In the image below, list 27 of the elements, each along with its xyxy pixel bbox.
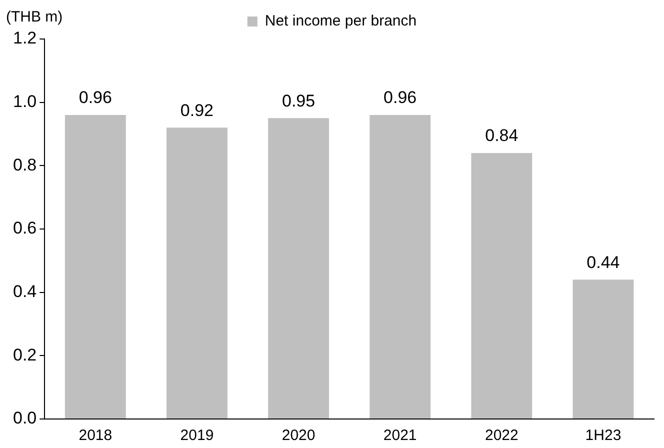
x-tick-label: 2020	[282, 427, 316, 444]
data-label: 0.96	[384, 88, 417, 108]
legend-label: Net income per branch	[264, 12, 417, 30]
data-label: 0.44	[586, 252, 620, 272]
data-label: 0.84	[485, 126, 518, 146]
data-label: 0.95	[282, 91, 316, 110]
x-tick-label: 2022	[484, 427, 518, 444]
y-axis-title: (THB m)	[6, 8, 63, 26]
bar	[166, 128, 228, 418]
x-tick-label: 1H23	[585, 427, 622, 444]
y-tick-label: 1.0	[12, 92, 37, 112]
x-tick-label: 2021	[383, 427, 417, 444]
data-label: 0.96	[78, 88, 112, 108]
y-tick-label: 0.6	[12, 218, 37, 238]
x-tick-label: 2019	[180, 427, 214, 444]
bar	[370, 115, 431, 418]
y-tick-label: 0.8	[12, 155, 37, 174]
y-tick-label: 0.2	[12, 345, 37, 364]
bar	[268, 118, 330, 418]
x-tick-label: 2018	[78, 427, 112, 444]
y-tick-label: 1.2	[12, 28, 37, 48]
data-label: 0.92	[180, 100, 214, 120]
bar	[471, 153, 532, 418]
bar	[572, 280, 634, 418]
bar	[64, 115, 126, 418]
y-tick-label: 0.4	[12, 282, 37, 302]
y-tick-label: 0.0	[12, 408, 37, 428]
